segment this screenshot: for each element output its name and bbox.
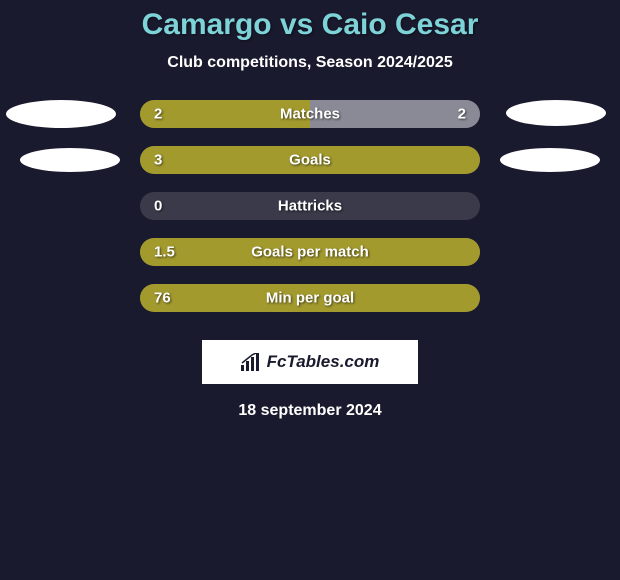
stat-value-left: 0 <box>154 198 162 215</box>
stat-row-min-per-goal: 76 Min per goal <box>0 284 620 330</box>
subtitle: Club competitions, Season 2024/2025 <box>0 54 620 72</box>
stats-area: 2 Matches 2 3 Goals 0 Hattricks <box>0 100 620 330</box>
date-label: 18 september 2024 <box>0 402 620 420</box>
stat-row-matches: 2 Matches 2 <box>0 100 620 146</box>
stat-label: Hattricks <box>278 198 342 215</box>
chart-icon <box>241 353 261 371</box>
stat-label: Matches <box>280 106 340 123</box>
page-title: Camargo vs Caio Cesar <box>0 8 620 42</box>
brand-text: FcTables.com <box>267 352 380 372</box>
brand-logo[interactable]: FcTables.com <box>202 340 418 384</box>
stat-row-hattricks: 0 Hattricks <box>0 192 620 238</box>
stat-value-right: 2 <box>458 106 466 123</box>
stat-row-goals-per-match: 1.5 Goals per match <box>0 238 620 284</box>
stat-row-goals: 3 Goals <box>0 146 620 192</box>
stat-value-left: 1.5 <box>154 244 175 261</box>
main-container: Camargo vs Caio Cesar Club competitions,… <box>0 0 620 420</box>
stat-label: Min per goal <box>266 290 354 307</box>
stat-label: Goals <box>289 152 331 169</box>
stat-label: Goals per match <box>251 244 369 261</box>
stat-value-left: 76 <box>154 290 171 307</box>
stat-value-left: 3 <box>154 152 162 169</box>
stat-value-left: 2 <box>154 106 162 123</box>
